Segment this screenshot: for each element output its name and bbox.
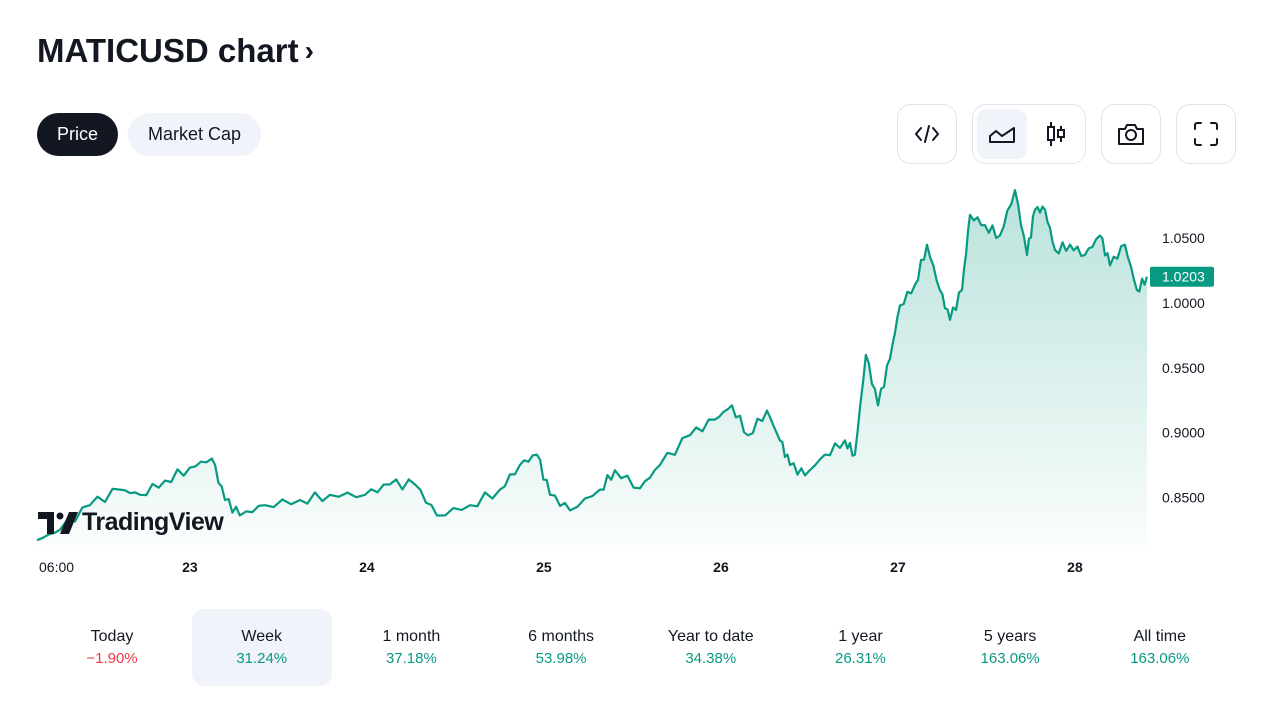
y-tick-label: 1.0500 — [1162, 230, 1205, 246]
page-title: MATICUSD chart — [37, 32, 299, 69]
embed-code-icon — [915, 125, 939, 143]
tab-price[interactable]: Price — [37, 113, 119, 156]
period-today[interactable]: Today −1.90% — [42, 609, 182, 686]
x-tick-label: 28 — [1067, 559, 1083, 575]
x-tick-label: 27 — [890, 559, 906, 575]
period-selector: Today −1.90% Week 31.24% 1 month 37.18% 6 mont… — [42, 609, 1242, 686]
last-price-label: 1.0203 — [1162, 269, 1205, 285]
tab-market-cap[interactable]: Market Cap — [128, 113, 262, 156]
y-tick-label: 1.0000 — [1162, 295, 1205, 311]
period-change: 31.24% — [236, 650, 288, 667]
embed-button[interactable] — [897, 104, 957, 164]
period-1-month[interactable]: 1 month 37.18% — [341, 609, 481, 686]
price-line — [36, 189, 1149, 542]
tradingview-logo-icon — [38, 511, 78, 534]
chevron-right-icon: › — [304, 35, 314, 66]
period-label: Year to date — [667, 628, 754, 645]
chart-title-link[interactable]: MATICUSD chart › — [37, 32, 314, 70]
period-change: 163.06% — [1130, 650, 1190, 667]
period-label: 6 months — [528, 628, 594, 645]
x-tick-label: 24 — [359, 559, 375, 575]
candlestick-button[interactable] — [1031, 109, 1081, 159]
period-change: −1.90% — [86, 650, 138, 667]
period-1-year[interactable]: 1 year 26.31% — [790, 609, 930, 686]
period-week[interactable]: Week 31.24% — [191, 609, 332, 686]
period-label: 1 month — [382, 628, 441, 645]
chart-style-group — [972, 104, 1086, 164]
period-6-months[interactable]: 6 months 53.98% — [491, 609, 631, 686]
period-year-to-date[interactable]: Year to date 34.38% — [641, 609, 781, 686]
candlestick-icon — [1047, 122, 1065, 146]
x-tick-label: 25 — [536, 559, 552, 575]
fullscreen-button[interactable] — [1176, 104, 1236, 164]
period-all-time[interactable]: All time 163.06% — [1090, 609, 1230, 686]
y-tick-label: 0.9000 — [1162, 425, 1205, 441]
y-tick-label: 0.8500 — [1162, 489, 1205, 505]
x-tick-label: 23 — [182, 559, 198, 575]
period-label: Today — [90, 628, 134, 645]
tradingview-logo: TradingView — [38, 508, 224, 537]
period-label: 1 year — [838, 628, 883, 645]
tradingview-wordmark: TradingView — [82, 508, 224, 536]
period-change: 53.98% — [535, 650, 587, 667]
price-area-fill — [37, 190, 1147, 545]
x-tick-label: 06:00 — [39, 559, 74, 575]
fullscreen-icon — [1194, 122, 1218, 146]
x-tick-label: 26 — [713, 559, 729, 575]
chart-toolbar — [897, 104, 1236, 164]
price-chart[interactable]: 1.0500 1.0000 0.9500 0.9000 0.8500 1.0203 06:… — [0, 170, 1280, 590]
area-chart-button[interactable] — [977, 109, 1027, 159]
period-label: Week — [241, 628, 282, 645]
period-label: 5 years — [983, 628, 1037, 645]
chart-type-tabs: Price Market Cap — [37, 113, 262, 156]
period-5-years[interactable]: 5 years 163.06% — [940, 609, 1080, 686]
period-label: All time — [1133, 628, 1187, 645]
y-tick-label: 0.9500 — [1162, 360, 1205, 376]
snapshot-button[interactable] — [1101, 104, 1161, 164]
area-chart-icon — [989, 127, 1015, 143]
period-change: 26.31% — [835, 650, 886, 667]
period-change: 34.38% — [685, 650, 737, 667]
period-change: 37.18% — [385, 650, 437, 667]
last-price-badge — [1150, 266, 1214, 287]
camera-icon — [1118, 124, 1144, 145]
period-change: 163.06% — [980, 650, 1040, 667]
